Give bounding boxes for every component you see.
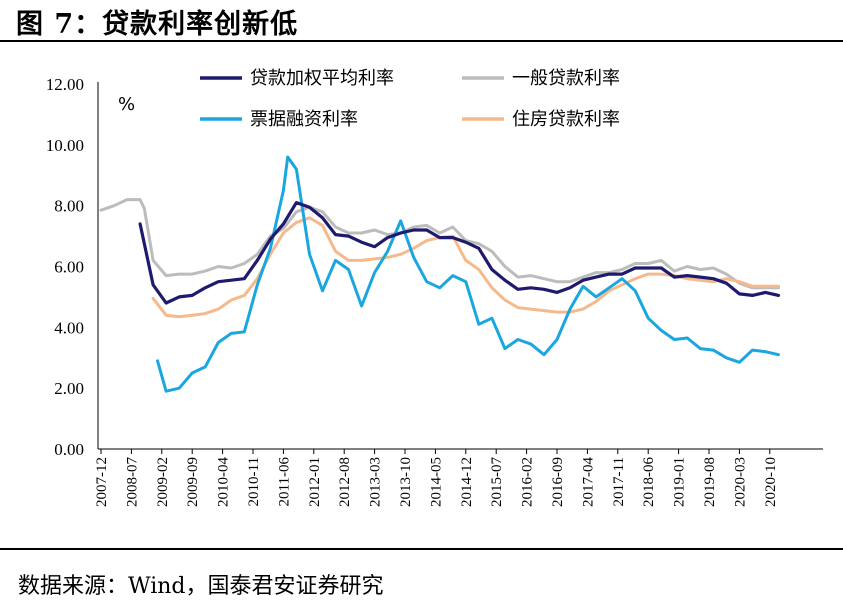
y-tick-label: 0.00 (54, 440, 84, 459)
figure-title: 图 7：贷款利率创新低 (16, 9, 299, 40)
series-line-2 (99, 198, 780, 290)
x-tick-label: 2010-04 (216, 457, 232, 507)
unit-label: % (118, 94, 135, 115)
x-tick-label: 2009-02 (155, 457, 171, 507)
series-line-1 (138, 201, 781, 305)
y-tick-label: 12.00 (46, 75, 84, 94)
x-tick-label: 2012-01 (307, 457, 323, 507)
bottom-rule (0, 548, 843, 550)
x-tick-label: 2012-08 (337, 457, 353, 507)
x-tick-label: 2010-11 (246, 457, 262, 506)
legend-label-3: 票据融资利率 (250, 109, 358, 130)
source-note: 数据来源：Wind，国泰君安证券研究 (18, 574, 384, 599)
legend-label-1: 贷款加权平均利率 (250, 68, 394, 89)
x-tick-label: 2011-06 (276, 457, 292, 507)
series-lines (99, 155, 781, 393)
y-tick-label: 10.00 (46, 136, 84, 155)
x-tick-label: 2007-12 (94, 457, 110, 507)
x-tick-label: 2009-09 (185, 457, 201, 507)
axes (97, 82, 823, 450)
x-tick-label: 2014-12 (459, 457, 475, 507)
x-tick-label: 2014-05 (428, 457, 444, 507)
legend-label-2: 一般贷款利率 (512, 68, 620, 89)
x-tick-label: 2013-10 (398, 457, 414, 507)
series-line-3 (156, 155, 780, 393)
x-tick-label: 2020-03 (732, 457, 748, 507)
x-tick-label: 2013-03 (368, 457, 384, 507)
x-tick-label: 2017-11 (611, 457, 627, 506)
y-tick-label: 6.00 (54, 258, 84, 277)
x-tick-label: 2020-10 (763, 457, 779, 507)
legend-label-4: 住房贷款利率 (512, 109, 620, 130)
y-tick-label: 2.00 (54, 379, 84, 398)
x-tick-label: 2019-08 (702, 457, 718, 507)
y-axis-ticks: 0.00 2.00 4.00 6.00 8.00 10.00 12.00 (46, 75, 84, 459)
y-tick-label: 4.00 (54, 318, 84, 337)
x-axis-ticks: 2007-12 2008-07 2009-02 2009-09 2010-04 2010-… (94, 449, 779, 507)
x-tick-label: 2016-09 (550, 457, 566, 507)
x-tick-label: 2019-01 (672, 457, 688, 507)
x-tick-label: 2017-04 (580, 457, 596, 507)
x-tick-label: 2016-02 (520, 457, 536, 507)
x-tick-label: 2018-06 (641, 457, 657, 507)
top-rule (0, 40, 843, 42)
y-tick-label: 8.00 (54, 197, 84, 216)
x-tick-label: 2015-07 (489, 457, 505, 507)
x-tick-label: 2008-07 (124, 457, 140, 507)
